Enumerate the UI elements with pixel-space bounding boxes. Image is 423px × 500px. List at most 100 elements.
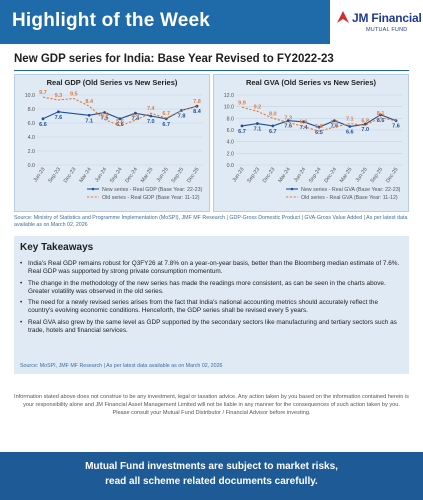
x-tick-label: Sep-25: [370, 167, 385, 184]
chart-source-note: Source: Ministry of Statistics and Progr…: [14, 215, 408, 228]
data-label: 7.1: [85, 118, 93, 124]
x-tick-label: Mar-24: [277, 167, 292, 184]
y-tick-label: 6.0: [227, 128, 234, 134]
data-label: 6.6: [39, 122, 47, 128]
legend-entry: New series - Real GVA (Base Year: 22-23): [301, 187, 401, 193]
x-tick-label: Jun-23: [32, 167, 46, 184]
data-label: 9.5: [70, 92, 78, 98]
data-label: 6.5: [315, 130, 323, 136]
data-label: 7.8: [178, 113, 186, 119]
data-point: [57, 110, 60, 114]
y-tick-label: 2.0: [227, 151, 234, 157]
data-label: 6.6: [346, 130, 354, 136]
key-takeaways-panel: Key Takeaways India's Real GDP remains r…: [14, 236, 409, 374]
data-label: 6.5: [331, 120, 339, 126]
data-point: [134, 111, 137, 115]
data-label: 7.8: [193, 99, 201, 105]
chart-panel-real-gva: Real GVA (Old Series vs New Series) 0.0 2…: [213, 74, 409, 212]
x-tick-label: Sep-24: [109, 167, 124, 184]
x-tick-label: Sep-23: [246, 167, 261, 184]
x-tick-label: Mar-25: [339, 167, 354, 184]
list-item: Real GVA also grew by the same level as …: [20, 319, 403, 335]
data-point: [302, 120, 305, 124]
header-band: Highlight of the Week: [0, 0, 330, 44]
data-point: [379, 113, 382, 117]
x-tick-label: Sep-23: [47, 167, 62, 184]
data-label: 7.1: [346, 117, 354, 123]
y-tick-label: 8.0: [227, 116, 234, 122]
data-label: 6.6: [116, 122, 124, 128]
x-tick-label: Dec-23: [262, 167, 277, 184]
data-label: 6.6: [300, 120, 308, 126]
data-label: 7.5: [101, 116, 109, 122]
chart-panel-real-gdp: Real GDP (Old Series vs New Series) 0.0 2…: [14, 74, 210, 212]
y-tick-label: 4.0: [28, 135, 35, 141]
series-line-old: [42, 96, 198, 127]
y-tick-label: 0.0: [28, 163, 35, 169]
key-takeaways-heading: Key Takeaways: [20, 242, 94, 253]
title-divider: [14, 70, 409, 71]
x-tick-label: Jun-25: [156, 167, 170, 184]
logo-subtitle: MUTUAL FUND: [366, 27, 408, 33]
data-point: [271, 124, 275, 128]
x-tick-label: Jun-23: [231, 167, 245, 184]
footer-risk-line-2: read all scheme related documents carefu…: [105, 476, 318, 487]
data-label: 9.7: [39, 90, 47, 96]
page-title: Highlight of the Week: [12, 10, 211, 31]
y-tick-label: 10.0: [224, 105, 234, 111]
data-label: 6.7: [162, 111, 170, 117]
data-point: [333, 119, 336, 123]
data-label: 8.4: [193, 109, 202, 115]
chart-title-real-gva: Real GVA (Old Series vs New Series): [245, 78, 377, 87]
chart-title-real-gdp: Real GDP (Old Series vs New Series): [46, 78, 178, 87]
x-tick-label: Mar-24: [78, 167, 93, 184]
data-label: 8.4: [85, 99, 94, 105]
x-tick-label: Dec-24: [124, 167, 139, 184]
data-point: [286, 119, 290, 123]
logo-name: JM Financial: [352, 11, 422, 25]
data-label: 8.0: [269, 111, 277, 117]
data-point: [317, 125, 321, 129]
data-point: [149, 114, 153, 118]
disclaimer: Information stated above does not constr…: [14, 394, 409, 416]
data-label: 7.4: [147, 106, 156, 112]
data-label: 6.7: [269, 129, 277, 135]
data-label: 5.8: [315, 124, 323, 130]
data-label: 9.9: [238, 100, 246, 106]
legend-entry: New series - Real GDP (Base Year: 22-23): [102, 187, 203, 193]
logo-arrow-icon: [337, 11, 349, 23]
x-tick-label: Dec-25: [385, 167, 400, 184]
data-label: 6.5: [101, 113, 109, 119]
data-label: 7.6: [392, 124, 400, 130]
data-label: 7.0: [147, 119, 155, 125]
data-label: 9.3: [55, 93, 63, 99]
data-label: 8.6: [377, 118, 385, 124]
y-tick-label: 4.0: [227, 140, 234, 146]
data-label: 6.4: [132, 113, 141, 119]
y-tick-label: 6.0: [28, 121, 35, 127]
data-label: 6.8: [361, 118, 369, 124]
legend-entry: Old series - Real GDP (Base Year: 11-12): [102, 195, 200, 201]
data-label: 7.4: [132, 116, 141, 122]
data-label: 6.7: [238, 129, 246, 135]
data-label: 9.2: [254, 104, 262, 110]
x-tick-label: Dec-23: [63, 167, 78, 184]
y-tick-label: 8.0: [28, 107, 35, 113]
footer-risk-line-1: Mutual Fund investments are subject to m…: [85, 461, 338, 472]
jm-financial-logo: JM Financial MUTUAL FUND: [336, 8, 422, 38]
data-label: 7.4: [300, 125, 309, 131]
footer: Mutual Fund investments are subject to m…: [0, 452, 423, 500]
x-tick-label: Dec-25: [186, 167, 201, 184]
data-label: 8.1: [377, 111, 385, 117]
x-tick-label: Jun-25: [355, 167, 369, 184]
list-item: The need for a newly revised series aris…: [20, 299, 403, 315]
data-label: 7.0: [361, 127, 369, 133]
data-label: 7.6: [284, 124, 292, 130]
list-item: India's Real GDP remains robust for Q3FY…: [20, 260, 403, 276]
y-tick-label: 0.0: [227, 163, 234, 169]
takeaways-source-note: Source: MoSPI, JMF MF Research | As per …: [20, 363, 223, 369]
data-point: [256, 122, 259, 125]
list-item: The change in the methodology of the new…: [20, 280, 403, 296]
data-point: [118, 117, 122, 121]
